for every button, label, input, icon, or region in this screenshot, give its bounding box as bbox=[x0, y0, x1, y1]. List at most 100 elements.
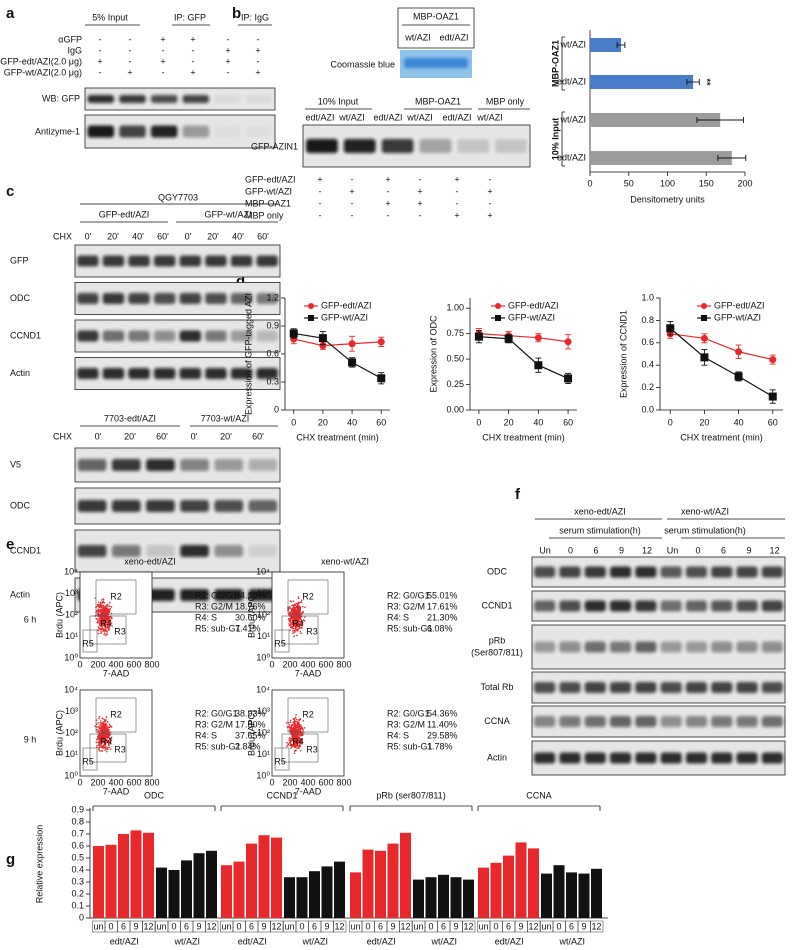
x-tick-label: 9 bbox=[453, 921, 458, 931]
y-tick-label: 0.7 bbox=[71, 828, 84, 838]
blot bbox=[74, 529, 281, 573]
category-box bbox=[462, 920, 476, 933]
blot-band bbox=[214, 545, 244, 557]
y-tick-label: 0.8 bbox=[71, 816, 84, 826]
y-tick-label: 0.8 bbox=[641, 315, 654, 325]
event-dot bbox=[293, 629, 296, 632]
blot-band bbox=[146, 589, 175, 601]
y-axis-label: Expression of ODC bbox=[428, 315, 438, 393]
gate-label: R4 bbox=[292, 736, 304, 746]
x-tick-label: un bbox=[93, 921, 103, 931]
bar bbox=[463, 879, 474, 918]
event-dot bbox=[299, 624, 302, 626]
event-dot bbox=[104, 741, 106, 743]
blot-label: Actin bbox=[10, 589, 30, 599]
event-dot bbox=[100, 629, 103, 631]
event-dot bbox=[98, 748, 100, 751]
event-dot bbox=[104, 728, 107, 730]
event-dot bbox=[298, 719, 301, 722]
event-dot bbox=[289, 612, 291, 614]
sign: + bbox=[160, 56, 165, 66]
gate-label: R3 bbox=[114, 626, 126, 636]
series-label: edt/AZI bbox=[495, 936, 524, 946]
blot-band bbox=[119, 125, 146, 138]
blot-band bbox=[635, 566, 657, 578]
event-dot bbox=[103, 729, 106, 732]
event-dot bbox=[101, 609, 103, 612]
time-label: 20' bbox=[124, 431, 136, 441]
point bbox=[735, 348, 743, 356]
legend-label: GFP-wt/AZI bbox=[714, 312, 761, 322]
sign: - bbox=[387, 210, 390, 220]
blot-band bbox=[111, 500, 141, 512]
event-dot bbox=[109, 619, 112, 622]
event-dot bbox=[288, 724, 291, 726]
subheader: serum stimulation(h) bbox=[559, 525, 641, 535]
event-dot bbox=[299, 608, 301, 610]
sign: - bbox=[257, 56, 260, 66]
sign: + bbox=[160, 34, 165, 44]
event-dot bbox=[108, 627, 111, 629]
bar bbox=[490, 862, 502, 918]
blot-band bbox=[77, 255, 99, 267]
event-dot bbox=[296, 603, 299, 605]
y-tick-label: 0.6 bbox=[71, 840, 84, 850]
event-dot bbox=[293, 720, 295, 723]
series-line bbox=[478, 336, 569, 379]
y-tick-label: 0.9 bbox=[266, 320, 279, 330]
event-dot bbox=[108, 723, 111, 726]
y-tick-label: 1.2 bbox=[266, 292, 279, 302]
legend-label: GFP-wt/AZI bbox=[321, 312, 368, 322]
event-dot bbox=[105, 750, 108, 753]
blot-band bbox=[660, 716, 682, 727]
blot-band bbox=[635, 752, 657, 764]
x-tick-label: 9 bbox=[196, 921, 201, 931]
event-dot bbox=[294, 726, 296, 728]
blot-band bbox=[495, 139, 527, 153]
blot-band bbox=[180, 545, 209, 557]
event-dot bbox=[289, 614, 292, 616]
bar bbox=[193, 853, 205, 918]
event-dot bbox=[102, 598, 105, 600]
lane-label: edt/AZI bbox=[373, 112, 402, 122]
x-tick-label: 0 bbox=[587, 178, 592, 188]
blot-band bbox=[128, 368, 150, 379]
x-tick-label: 0 bbox=[77, 659, 82, 669]
blot-band bbox=[77, 293, 99, 304]
blot-band bbox=[635, 641, 657, 653]
bar bbox=[309, 871, 320, 918]
event-dot bbox=[296, 604, 299, 607]
event-dot bbox=[105, 716, 108, 718]
x-tick-label: 9 bbox=[133, 921, 138, 931]
x-tick-label: 600 bbox=[126, 777, 141, 787]
blot bbox=[74, 447, 281, 483]
bar bbox=[478, 867, 489, 918]
event-dot bbox=[291, 612, 294, 614]
event-dot bbox=[287, 722, 290, 724]
event-dot bbox=[100, 631, 102, 633]
title: QGY7703 bbox=[158, 192, 198, 202]
event-dot bbox=[100, 620, 103, 622]
y-tick-label: 10² bbox=[257, 609, 270, 619]
event-dot bbox=[286, 741, 288, 744]
blot-band bbox=[180, 589, 209, 601]
blot-band bbox=[635, 682, 657, 693]
event-dot bbox=[99, 720, 102, 722]
event-dot bbox=[295, 749, 297, 752]
point bbox=[564, 374, 573, 383]
blot-band bbox=[128, 255, 150, 267]
event-dot bbox=[99, 605, 102, 607]
blot-band bbox=[256, 330, 278, 342]
x-tick-label: 50 bbox=[624, 178, 634, 188]
blot-band bbox=[146, 545, 175, 557]
blot-label: (Ser807/811) bbox=[471, 647, 523, 657]
sign: + bbox=[417, 186, 422, 196]
gate-label: R4 bbox=[292, 618, 304, 628]
event-dot bbox=[303, 727, 306, 729]
event-dot bbox=[298, 605, 300, 607]
header: MBP-OAZ1 bbox=[415, 96, 461, 106]
event-dot bbox=[295, 714, 297, 716]
event-dot bbox=[289, 726, 292, 729]
sign: - bbox=[99, 34, 102, 44]
series-label: wt/AZI bbox=[301, 936, 328, 946]
